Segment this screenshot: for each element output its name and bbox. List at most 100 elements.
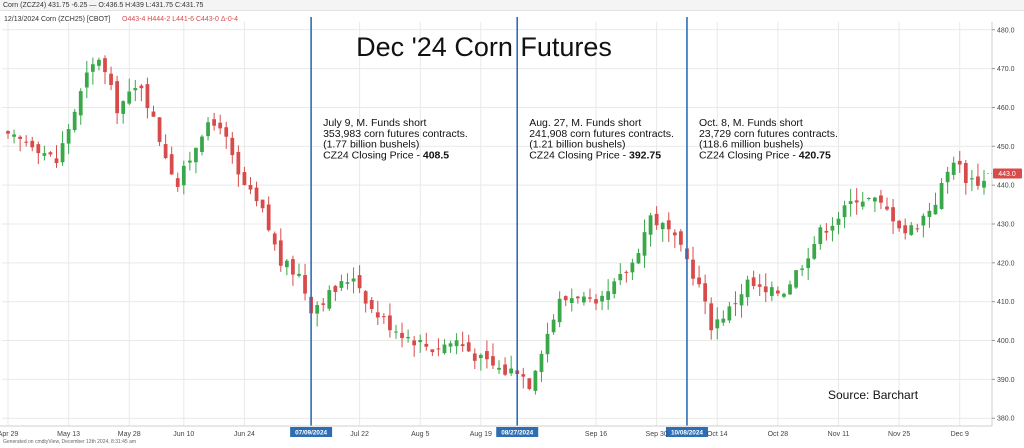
x-tick-label: May 13 (57, 431, 80, 438)
candle (800, 264, 805, 276)
x-tick-label: Jul 22 (350, 431, 369, 438)
candle-body (873, 197, 877, 202)
x-tick-label: Nov 25 (888, 431, 910, 438)
candle-body (818, 227, 823, 245)
annotation-line: Aug. 27, M. Funds short (529, 117, 641, 129)
candle-body (618, 273, 623, 281)
annotation-line: (1.21 billion bushels) (529, 139, 625, 151)
candle (297, 263, 301, 278)
candle (284, 258, 289, 276)
candle (151, 105, 156, 117)
marker-date-tag (290, 427, 333, 437)
candle (460, 331, 465, 352)
candle-body (788, 284, 792, 295)
candle (891, 199, 895, 234)
candle (442, 339, 447, 355)
candle-body (297, 273, 301, 276)
annotation-price-line: CZ24 Closing Price - 392.75 (529, 149, 661, 161)
candle (521, 367, 526, 389)
candle-body (12, 134, 16, 137)
candle (291, 255, 295, 286)
candle (509, 355, 514, 376)
candle-body (127, 91, 132, 104)
candle-body (915, 228, 920, 230)
candle-body (588, 297, 592, 299)
marker-date-label: 08/27/2024 (501, 430, 533, 437)
candle-body (412, 340, 417, 346)
candle (812, 236, 817, 261)
candle (563, 295, 568, 307)
candle-body (594, 299, 598, 304)
y-tick-label: 410.0 (997, 299, 1015, 306)
candle-body (812, 243, 817, 259)
candle (745, 275, 750, 306)
candle-body (394, 331, 398, 333)
candle (163, 134, 168, 160)
candle (6, 130, 10, 139)
grid-lines (2, 22, 992, 426)
y-tick-label: 380.0 (997, 416, 1015, 423)
candle-body (424, 343, 429, 347)
candle (709, 297, 714, 340)
candle-body (557, 298, 562, 323)
candle (454, 333, 459, 355)
candle-body (703, 283, 708, 302)
candle-body (151, 111, 156, 117)
candle-body (200, 136, 204, 152)
candle-body (36, 144, 41, 154)
candle (248, 177, 253, 195)
candle (606, 279, 611, 310)
candle (485, 340, 489, 369)
candle (642, 219, 647, 268)
y-tick-label: 480.0 (997, 27, 1015, 34)
candle-body (448, 343, 453, 347)
candle (806, 247, 811, 280)
candle-body (157, 117, 162, 142)
candle-body (582, 296, 586, 303)
candle-body (230, 137, 235, 156)
candle (757, 273, 762, 297)
candle (466, 334, 471, 353)
candle-body (321, 303, 326, 305)
candle (224, 121, 229, 149)
candle (976, 163, 980, 190)
candle (181, 160, 186, 195)
candle (212, 112, 216, 131)
candle (381, 313, 386, 324)
candle (351, 267, 356, 294)
candle-body (933, 204, 938, 215)
candle (848, 188, 853, 217)
candle-body (242, 172, 247, 186)
candle (545, 322, 550, 363)
candle-body (563, 296, 568, 301)
candle-body (339, 281, 344, 288)
annotation-line: July 9, M. Funds short (323, 117, 426, 129)
candle (969, 169, 974, 192)
candle (206, 117, 210, 141)
candle-body (272, 233, 277, 245)
candle-body (854, 200, 859, 203)
marker-date-label: 07/09/2024 (295, 430, 327, 437)
annotation-price-line: CZ24 Closing Price - 420.75 (699, 149, 831, 161)
candle-body (709, 303, 714, 331)
candle-body (509, 368, 514, 374)
candle-body (333, 285, 338, 293)
candle-body (830, 225, 835, 231)
candle-body (60, 143, 65, 163)
candle-body (266, 204, 271, 231)
candle-body (551, 319, 556, 333)
x-tick-label: Oct 28 (768, 431, 789, 438)
annotation-line: 353,983 corn futures contracts. (323, 128, 468, 140)
candle (739, 283, 744, 318)
candle-body (224, 127, 229, 137)
candle (860, 191, 865, 210)
candle-body (485, 351, 489, 360)
candle (963, 160, 968, 195)
candle (357, 265, 362, 294)
candle (375, 300, 380, 326)
candle-body (927, 210, 932, 217)
candle (272, 231, 277, 251)
candle-body (430, 349, 435, 353)
candle-body (885, 206, 889, 210)
